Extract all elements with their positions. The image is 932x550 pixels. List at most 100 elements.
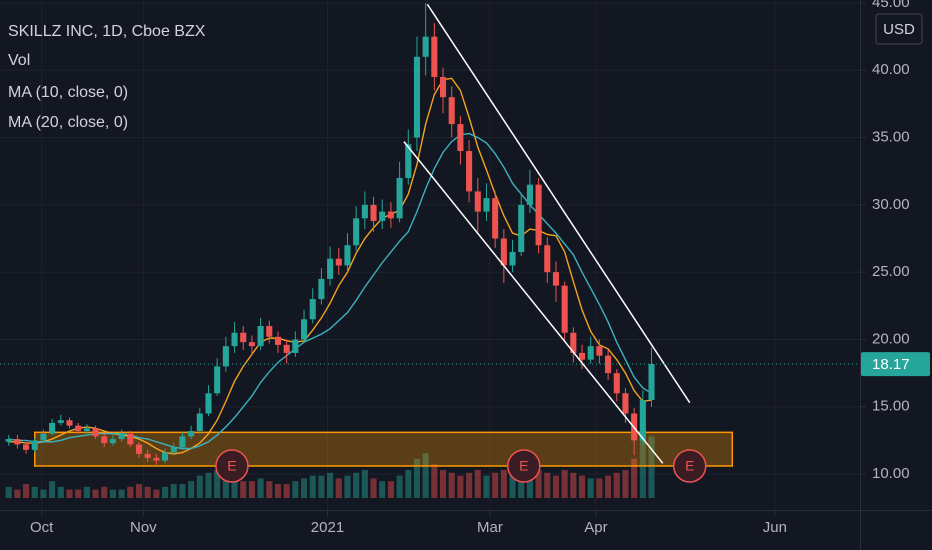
candle-body (405, 144, 412, 178)
volume-bar (222, 472, 229, 498)
volume-bar (23, 484, 30, 498)
candle-body (274, 336, 282, 345)
volume-bar (118, 489, 125, 498)
volume-bar (266, 481, 273, 498)
volume-bar (439, 470, 447, 498)
volume-bar (127, 486, 134, 498)
candle-body (214, 366, 221, 394)
support-zone (33, 431, 734, 467)
currency-box[interactable] (875, 13, 923, 45)
candle-body (170, 447, 177, 453)
x-tick-label: Apr (584, 519, 607, 536)
volume-bar (327, 472, 334, 498)
volume-bar (40, 489, 47, 498)
candle-body (431, 36, 438, 77)
candle-body (370, 204, 377, 222)
volume-bar (31, 486, 38, 498)
volume-bar (544, 472, 551, 498)
volume-bar (622, 470, 629, 498)
candle-body (396, 177, 403, 219)
candle-body (222, 346, 229, 367)
candle-body (135, 444, 143, 454)
volume-bar (448, 472, 455, 498)
candle-body (578, 352, 586, 360)
candle-body (422, 36, 429, 57)
candle-body (153, 457, 160, 461)
volume-bar (309, 475, 316, 498)
currency-label[interactable]: USD (883, 21, 915, 38)
candle-body (457, 124, 464, 152)
volume-bar (196, 475, 203, 498)
candle-body (474, 191, 481, 212)
earnings-marker (507, 449, 541, 483)
volume-bar (605, 475, 612, 498)
volume-bar (240, 481, 247, 498)
ma20-legend: MA (20, close, 0) (8, 114, 128, 131)
candle-body (639, 400, 646, 441)
candle-body (248, 342, 255, 347)
volume-bar (135, 484, 143, 498)
candle-body (526, 184, 533, 205)
candle-body (318, 278, 325, 300)
candle-body (439, 76, 447, 98)
candle-body (361, 204, 368, 219)
y-tick-label: 15.00 (872, 398, 910, 415)
trend-line (403, 141, 664, 464)
candle-body (5, 439, 12, 442)
candle-body (283, 344, 290, 353)
volume-bar (648, 436, 655, 498)
candle-body (14, 439, 21, 445)
candle-body (75, 425, 82, 431)
candle-body (509, 251, 516, 266)
volume-bar (248, 481, 255, 498)
candle-body (66, 420, 73, 426)
candle-body (379, 211, 386, 222)
volume-bar (413, 458, 421, 498)
volume-bar (457, 475, 464, 498)
volume-bar (301, 478, 308, 498)
candle-body (613, 373, 620, 394)
volume-bar (109, 489, 116, 498)
volume-bar (474, 470, 481, 498)
candle-body (257, 326, 264, 347)
x-tick-label: Oct (30, 519, 54, 536)
volume-bar (205, 472, 212, 498)
volume-bar (49, 481, 56, 498)
volume-bar (274, 484, 282, 498)
candle-body (83, 428, 90, 431)
candle-body (292, 339, 299, 353)
candle-body (535, 184, 542, 246)
volume-bar (639, 428, 646, 498)
volume-bar (631, 458, 638, 498)
volume-bar (153, 489, 160, 498)
candle-body (587, 346, 594, 360)
candle-body (179, 436, 186, 448)
volume-bar (431, 464, 438, 498)
candle-body (492, 198, 499, 239)
volume-bar (466, 472, 473, 498)
candle-body (353, 218, 360, 246)
volume-bar (83, 486, 90, 498)
volume-bar (75, 489, 82, 498)
volume-bar (552, 475, 559, 498)
moving-average (8, 132, 652, 450)
volume-bar (570, 472, 577, 498)
volume-bar (292, 481, 299, 498)
volume-bar (561, 470, 568, 498)
volume-bar (518, 467, 525, 498)
x-tick-label: Jun (763, 519, 787, 536)
candle-body (561, 285, 568, 333)
volume-bar (405, 470, 412, 498)
volume-bar (162, 486, 169, 498)
volume-bar (231, 478, 238, 498)
candle-body (109, 439, 116, 444)
volume-bar (396, 475, 403, 498)
candle-body (144, 453, 151, 458)
volume-bar (361, 470, 368, 498)
x-tick-label: Nov (130, 519, 157, 536)
volume-bar (596, 478, 603, 498)
volume-bar (5, 486, 12, 498)
volume-bar (57, 486, 64, 498)
